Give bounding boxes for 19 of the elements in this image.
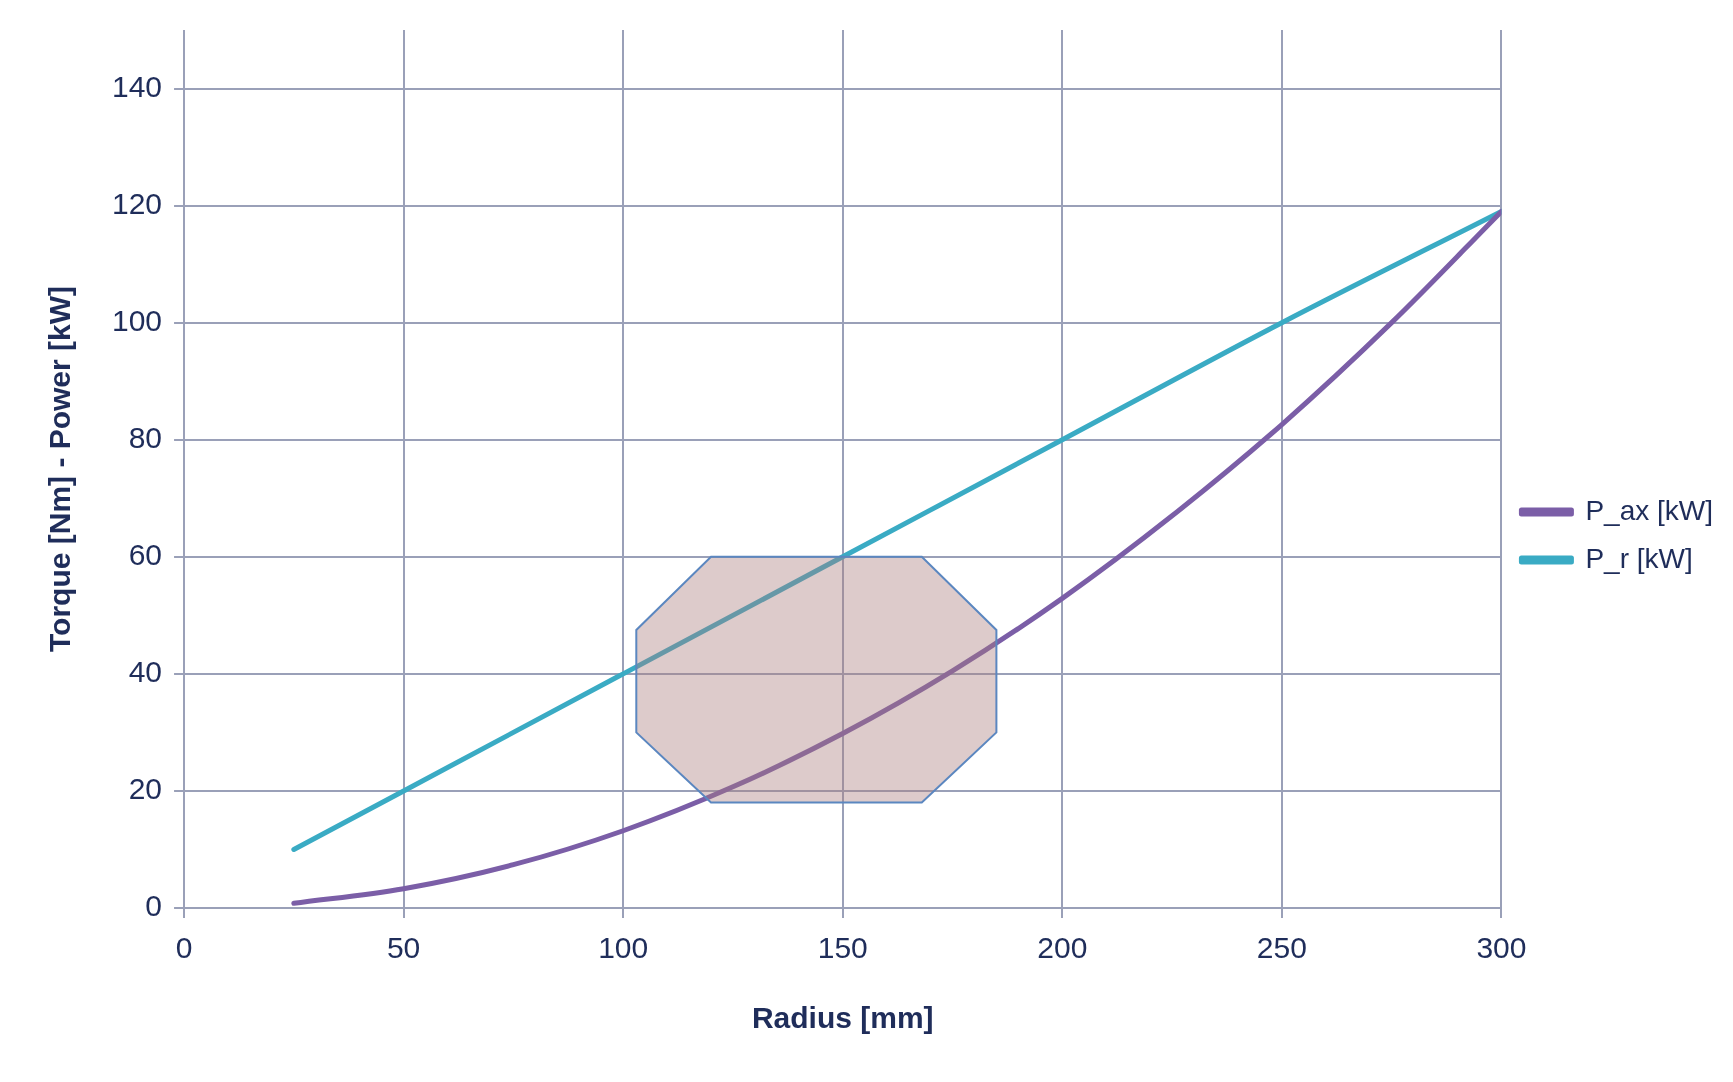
y-tick-label: 60 [128,538,163,572]
x-tick-label: 200 [1037,931,1088,965]
y-axis-title: Torque [Nm] - Power [kW] [43,285,77,653]
y-tick-label: 20 [128,772,163,806]
y-tick-label: 140 [111,69,163,103]
y-tick-label: 80 [128,421,163,454]
legend-label: P_ax [kW] [1585,494,1714,526]
x-tick-label: 50 [386,931,421,965]
legend-label: P_r [kW] [1585,542,1693,574]
x-tick-label: 250 [1256,931,1307,965]
x-tick-label: 300 [1476,931,1527,965]
x-tick-label: 100 [598,931,649,965]
y-tick-label: 0 [145,889,163,923]
x-tick-label: 150 [817,931,868,965]
x-axis-title: Radius [mm] [751,1001,934,1035]
y-tick-label: 100 [111,303,163,337]
y-tick-label: 120 [111,186,163,220]
y-tick-label: 40 [128,655,163,689]
x-tick-label: 0 [175,931,193,965]
